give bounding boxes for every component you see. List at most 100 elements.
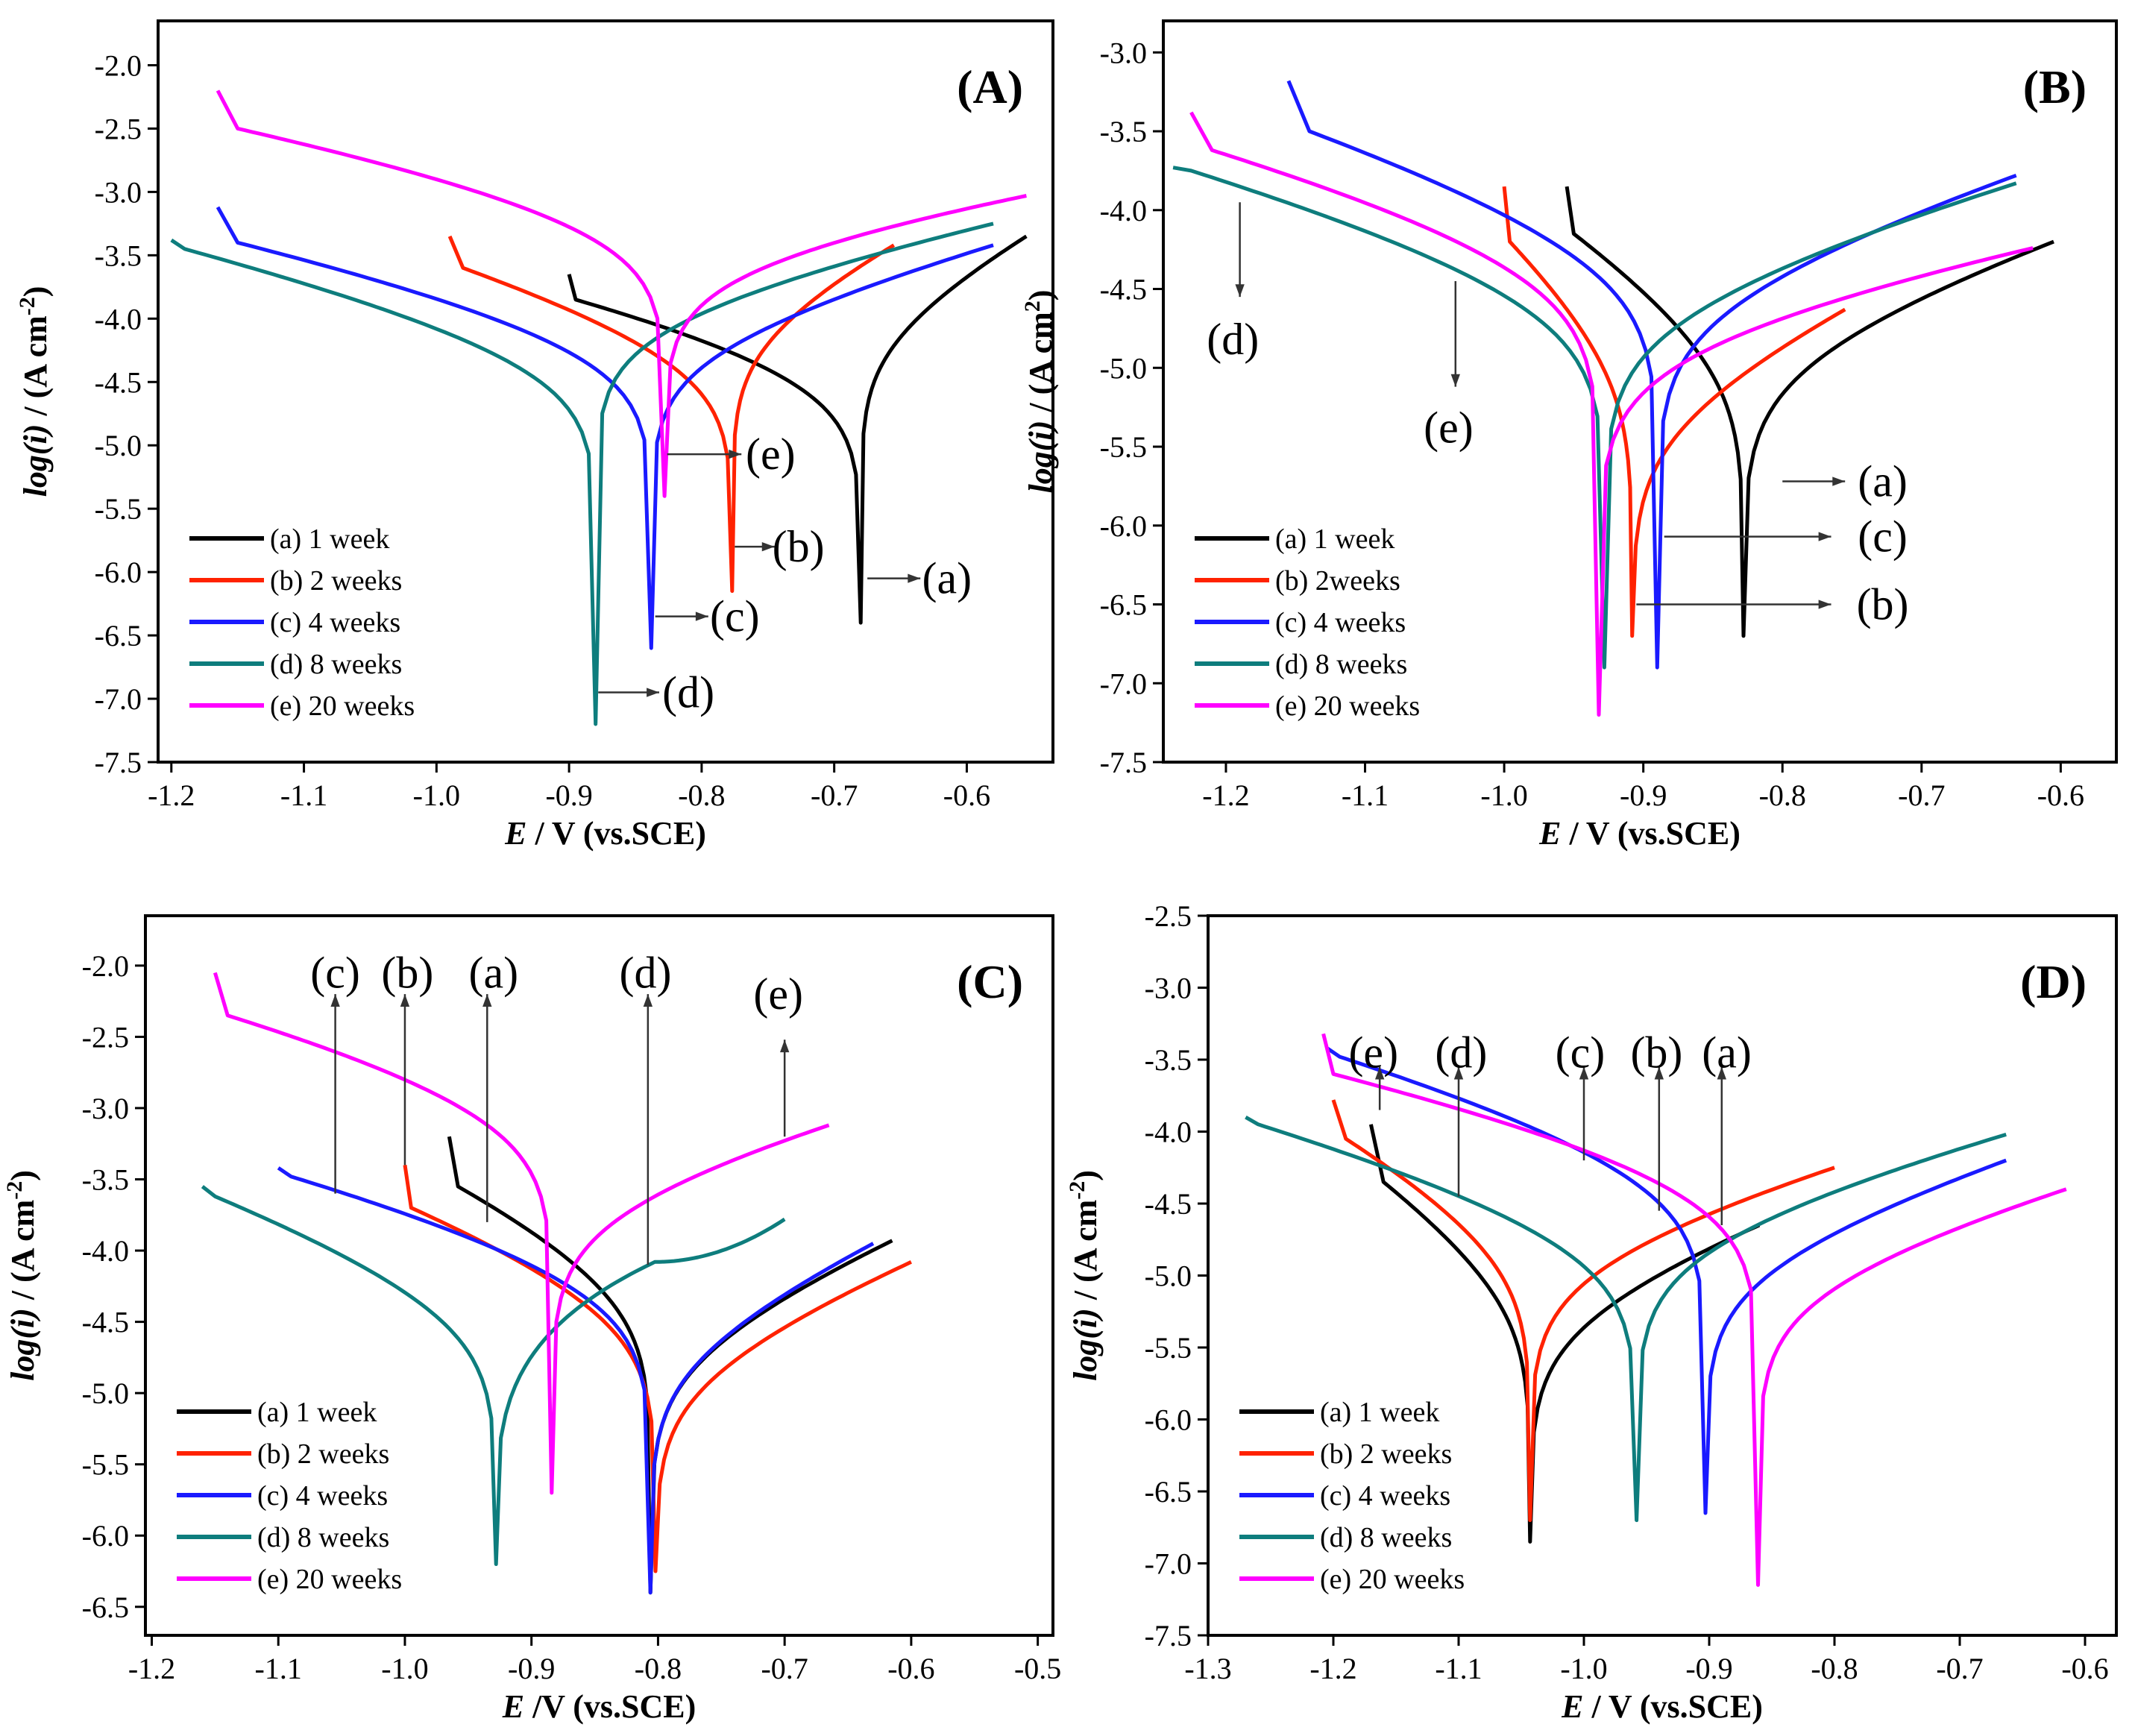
y-axis-title: log(i) / (A cm-2) — [1065, 1170, 1104, 1381]
x-tick-label: -0.8 — [1759, 779, 1806, 812]
y-axis-title: log(i) / (A cm-2) — [15, 286, 54, 497]
legend-label-e: (e) 20 weeks — [270, 691, 415, 722]
panel-label: (C) — [957, 955, 1023, 1008]
series-line-e — [216, 89, 1027, 498]
y-tick-label: -5.0 — [95, 429, 142, 462]
series-line-d — [1245, 1116, 2007, 1523]
y-tick-label: -2.0 — [95, 48, 142, 82]
series-line-c — [277, 1166, 875, 1595]
x-axis-title: E /V (vs.SCE) — [502, 1688, 697, 1725]
y-tick-label: -4.0 — [95, 302, 142, 336]
y-tick-label: -3.5 — [1145, 1043, 1192, 1077]
legend-label-e: (e) 20 weeks — [1320, 1564, 1465, 1595]
x-tick-label: -0.6 — [887, 1652, 934, 1685]
annotation-label-a: (a) — [468, 948, 518, 997]
x-tick-label: -0.9 — [1685, 1652, 1732, 1685]
annotation-label-c: (c) — [1556, 1028, 1606, 1077]
series-line-b — [447, 235, 896, 594]
y-tick-label: -5.5 — [1100, 430, 1147, 464]
legend-label-c: (c) 4 weeks — [257, 1480, 388, 1512]
y-tick-label: -5.0 — [1100, 351, 1147, 385]
x-tick-label: -1.1 — [255, 1652, 302, 1685]
annotation-arrowhead — [1374, 1066, 1385, 1080]
series-line-d — [170, 221, 994, 726]
y-tick-label: -6.0 — [1100, 509, 1147, 543]
panel-label: (D) — [2020, 955, 2087, 1008]
x-axis-title: E / V (vs.SCE) — [1538, 815, 1741, 852]
x-tick-label: -0.9 — [545, 779, 592, 812]
x-tick-label: -1.2 — [1309, 1652, 1356, 1685]
x-tick-label: -1.3 — [1184, 1652, 1231, 1685]
x-tick-label: -1.0 — [381, 1652, 428, 1685]
series-line-a — [1565, 186, 2054, 638]
panel-c: -1.2 -1.1 -1.0 -0.9 -0.8 -0.7 -0.6 -0.5 -6.5 -6.0… — [2, 914, 1061, 1725]
y-tick-label: -5.5 — [82, 1448, 129, 1482]
y-tick-label: -4.0 — [1145, 1116, 1192, 1149]
annotation-arrowhead — [1235, 284, 1245, 298]
series-line-d — [201, 1185, 786, 1566]
annotation-label-d: (d) — [662, 668, 714, 717]
y-tick-label: -4.0 — [82, 1234, 129, 1268]
panel-b: -1.2 -1.1 -1.0 -0.9 -0.8 -0.7 -0.6 -7.5 -7.0 -6.5… — [1020, 19, 2118, 852]
series-line-b — [403, 1165, 912, 1573]
legend-label-a: (a) 1 week — [1320, 1397, 1439, 1428]
series-line-a — [447, 1136, 893, 1595]
y-tick-label: -4.0 — [1100, 194, 1147, 227]
y-tick-label: -6.5 — [1100, 588, 1147, 622]
annotation-arrowhead — [695, 611, 708, 621]
x-tick-label: -0.7 — [1936, 1652, 1983, 1685]
annotation-label-d: (d) — [1207, 315, 1259, 364]
annotation-arrowhead — [647, 688, 659, 697]
series-line-c — [216, 206, 994, 650]
y-tick-label: -6.5 — [82, 1591, 129, 1624]
annotation-label-a: (a) — [1702, 1028, 1752, 1077]
annotation-arrowhead — [779, 1040, 790, 1053]
y-tick-label: -2.5 — [82, 1020, 129, 1054]
x-tick-label: -0.8 — [678, 779, 725, 812]
annotation-label-e: (e) — [753, 969, 803, 1019]
x-tick-label: -1.1 — [1342, 779, 1389, 812]
panel-d: -1.3 -1.2 -1.1 -1.0 -0.9 -0.8 -0.7 -0.6 -7.5 -7.0… — [1065, 899, 2118, 1725]
y-tick-label: -3.0 — [95, 175, 142, 209]
y-tick-label: -7.0 — [95, 682, 142, 716]
x-tick-label: -0.5 — [1014, 1652, 1061, 1685]
y-tick-label: -7.0 — [1145, 1547, 1192, 1581]
y-tick-label: -4.5 — [95, 365, 142, 399]
y-tick-label: -2.5 — [95, 112, 142, 145]
annotation-arrowhead — [1818, 532, 1831, 541]
y-tick-label: -6.5 — [95, 619, 142, 652]
legend-label-b: (b) 2 weeks — [270, 565, 402, 597]
x-tick-label: -0.6 — [943, 779, 990, 812]
x-tick-label: -1.1 — [280, 779, 327, 812]
series-line-e — [213, 972, 830, 1495]
y-tick-label: -3.0 — [82, 1092, 129, 1125]
plot-frame — [1162, 19, 2118, 764]
annotation-label-c: (c) — [1858, 512, 1908, 562]
y-tick-label: -3.5 — [82, 1163, 129, 1197]
annotation-label-d: (d) — [619, 948, 671, 997]
x-tick-label: -0.7 — [811, 779, 858, 812]
y-axis-title: log(i) / (A cm2) — [1020, 290, 1060, 494]
annotation-label-d: (d) — [1435, 1028, 1487, 1077]
legend-label-a: (a) 1 week — [257, 1397, 377, 1428]
plot-frame — [144, 914, 1054, 1637]
x-tick-label: -0.9 — [1620, 779, 1667, 812]
annotation-label-e: (e) — [746, 430, 796, 479]
y-tick-label: -7.0 — [1100, 667, 1147, 700]
legend-label-d: (d) 8 weeks — [1320, 1522, 1452, 1553]
panel-label: (A) — [957, 60, 1023, 113]
annotation-arrowhead — [643, 994, 653, 1007]
annotation-label-c: (c) — [310, 948, 360, 997]
annotation-arrowhead — [1654, 1066, 1664, 1080]
legend-label-d: (d) 8 weeks — [270, 649, 402, 680]
series-line-d — [1172, 166, 2017, 670]
y-tick-label: -6.0 — [82, 1519, 129, 1553]
legend-label-a: (a) 1 week — [1275, 523, 1394, 555]
y-tick-label: -3.0 — [1100, 36, 1147, 69]
legend-label-d: (d) 8 weeks — [257, 1522, 389, 1553]
y-tick-label: -3.5 — [95, 239, 142, 272]
x-tick-label: -0.7 — [1898, 779, 1945, 812]
annotation-arrowhead — [761, 541, 775, 552]
annotation-arrowhead — [908, 573, 921, 583]
legend-label-b: (b) 2 weeks — [257, 1438, 389, 1470]
